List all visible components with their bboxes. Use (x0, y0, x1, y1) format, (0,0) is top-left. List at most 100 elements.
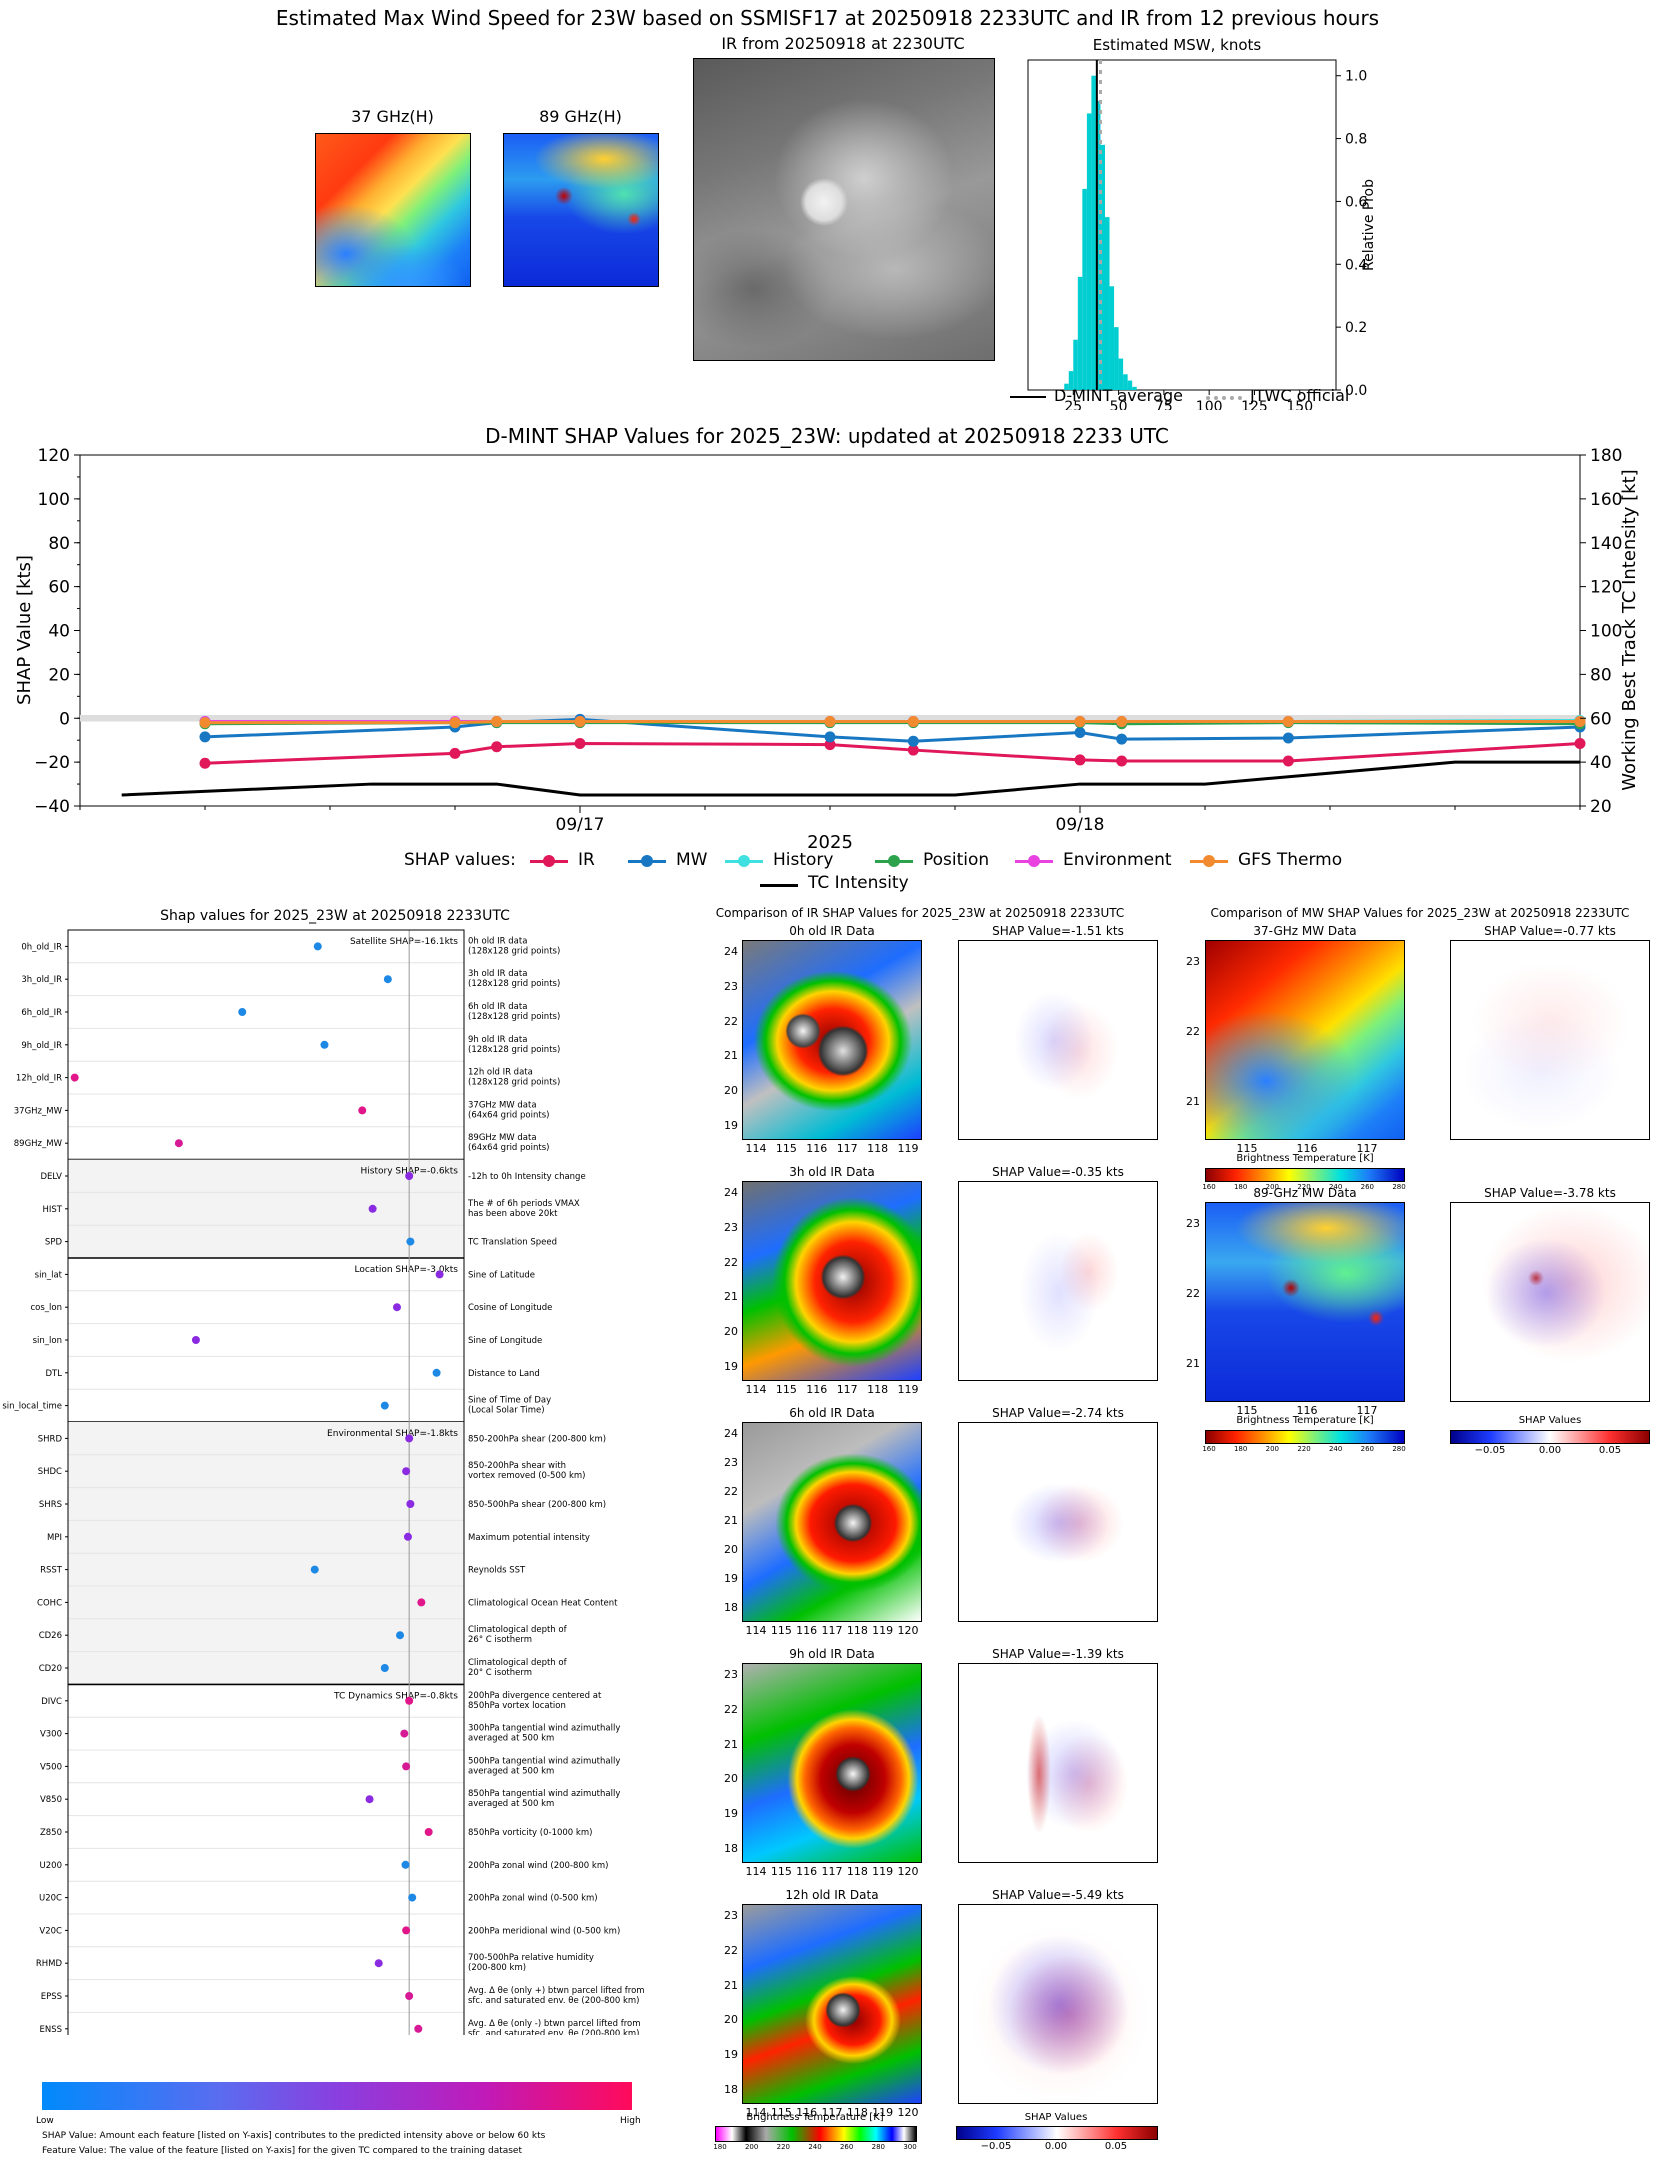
feature-name: U20C (39, 1894, 62, 1904)
feature-desc: 200hPa zonal wind (200-800 km) (468, 1861, 608, 1871)
feature-name: sin_lon (33, 1336, 62, 1346)
series-point (907, 735, 919, 747)
series-point (1282, 732, 1294, 744)
feature-name: SHDC (38, 1467, 62, 1477)
mw-bt-tick: 280 (1392, 1183, 1406, 1191)
colorbar-high: High (620, 2116, 641, 2126)
feature-desc: Climatological depth of 26° C isotherm (468, 1625, 568, 1645)
mw-xtick: 116 (1296, 1404, 1318, 1417)
ir-bt-tick: 240 (808, 2143, 822, 2151)
ir-ytick: 23 (724, 1668, 738, 1681)
ts-y2tick: 140 (1590, 534, 1622, 554)
shap-dot (310, 1565, 319, 1574)
ir-row-label: 6h old IR Data (789, 1406, 875, 1420)
group-label: TC Dynamics SHAP=-0.8kts (333, 1691, 458, 1701)
shap-dot (383, 975, 392, 984)
tc-intensity-line (121, 760, 1580, 797)
shap-dot (320, 1040, 329, 1049)
series-line-mw (204, 717, 1581, 743)
feature-desc: 850-200hPa shear with vortex removed (0-5… (468, 1461, 585, 1481)
mw-bt-tick: 220 (1297, 1183, 1311, 1191)
feature-name: RSST (40, 1566, 63, 1576)
group-label: Satellite SHAP=-16.1kts (350, 937, 458, 947)
series-point (1116, 733, 1128, 745)
ir-shap-map (958, 1422, 1158, 1622)
mw-shap-map (1450, 940, 1650, 1140)
shap-dot (403, 1532, 412, 1541)
ir-xtick: 118 (846, 1865, 868, 1878)
feature-name: 37GHz_MW (14, 1106, 63, 1116)
mw-ytick: 22 (1186, 1025, 1200, 1038)
ir-ytick: 19 (724, 1807, 738, 1821)
ir-shap-cbar-label: SHAP Values (1024, 2112, 1088, 2123)
ir-shap-label: SHAP Value=-1.39 kts (992, 1647, 1124, 1661)
shap-dot (435, 1270, 444, 1279)
ir-bt-colorbar (715, 2126, 917, 2142)
ir-ytick: 24 (724, 945, 738, 958)
mw-xtick: 116 (1296, 1142, 1318, 1155)
mw-shap-label: SHAP Value=-0.77 kts (1484, 924, 1616, 938)
hist-xtick: 150 (1286, 399, 1313, 410)
hist-bar (1105, 217, 1110, 390)
feature-desc: -12h to 0h Intensity change (468, 1172, 586, 1182)
ir-shap-label: SHAP Value=-2.74 kts (992, 1406, 1124, 1420)
shap-dot (365, 1795, 374, 1804)
mw-cbar-label: Brightness Temperature [K] (1236, 1415, 1374, 1426)
feature-desc: Reynolds SST (468, 1566, 526, 1576)
feature-desc: Sine of Longitude (468, 1336, 542, 1346)
group-band (68, 1159, 464, 1258)
ir-shap-label: SHAP Value=-0.35 kts (992, 1165, 1124, 1179)
ts-y2tick: 80 (1590, 665, 1612, 685)
ts-y2label: Working Best Track TC Intensity [kt] (1619, 469, 1640, 790)
legend-marker (888, 855, 900, 867)
ir-ytick: 22 (724, 1255, 738, 1269)
mw-compare-title: Comparison of MW SHAP Values for 2025_23… (1210, 906, 1630, 920)
ir-ytick: 20 (724, 1543, 738, 1556)
ir-ytick: 23 (724, 1456, 738, 1469)
feature-name: V300 (40, 1730, 62, 1740)
hist-ytick: 0.0 (1345, 383, 1367, 399)
shap-dot (402, 1926, 411, 1935)
hist-xtick: 125 (1241, 399, 1268, 410)
ir-xtick: 118 (846, 2106, 868, 2119)
series-point (1116, 716, 1128, 728)
shap-dot (70, 1073, 79, 1082)
shap-dot (405, 1696, 414, 1705)
group-label: Environmental SHAP=-1.8kts (327, 1429, 458, 1439)
series-point (491, 741, 503, 753)
feature-name: sin_local_time (2, 1402, 62, 1412)
mw-map (1205, 1202, 1405, 1402)
ir-map (742, 1181, 922, 1381)
shap-dot (380, 1664, 389, 1672)
mw-bt-tick: 280 (1392, 1445, 1406, 1453)
mw89-title: 89 GHz(H) (539, 107, 622, 126)
ir-shap-map (958, 1663, 1158, 1863)
shap-dot (417, 1598, 426, 1607)
ts-legend: SHAP values: IR MW History Position Environme… (300, 848, 1400, 898)
legend-marker (738, 855, 750, 867)
series-point (1574, 737, 1586, 749)
series-point (824, 731, 836, 743)
ir-title: IR from 20250918 at 2230UTC (721, 34, 965, 53)
series-point (907, 716, 919, 728)
hist-xtick: 75 (1155, 399, 1173, 410)
feature-name: MPI (47, 1533, 62, 1543)
ir-ytick: 23 (724, 1909, 738, 1922)
ir-ytick: 19 (724, 1119, 738, 1132)
series-point (449, 747, 461, 759)
hist-xtick: 25 (1064, 399, 1082, 410)
shap-dot (402, 1762, 411, 1771)
ir-bt-tick: 280 (871, 2143, 886, 2151)
ir-ytick: 18 (724, 1601, 738, 1614)
mw-xtick: 117 (1356, 1142, 1378, 1155)
ir-xtick: 117 (821, 1624, 843, 1637)
legend-jtwc-label: JTWC official (1250, 386, 1350, 405)
ir-shap-map (958, 1181, 1158, 1381)
ir-ytick: 19 (724, 2048, 738, 2062)
ts-ytick: −40 (34, 797, 70, 817)
ir-bt-tick: 220 (776, 2143, 791, 2151)
ts-xtick: 09/17 (556, 815, 605, 835)
feature-name: COHC (37, 1598, 62, 1608)
series-point (1282, 755, 1294, 767)
mw-bt-tick: 260 (1360, 1183, 1375, 1191)
